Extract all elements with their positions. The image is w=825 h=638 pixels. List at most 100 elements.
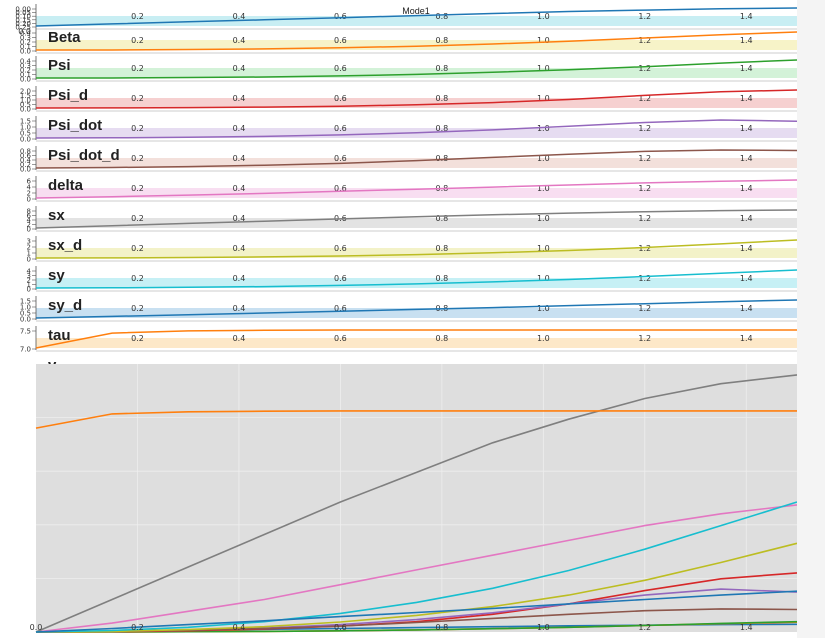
x-tick-label: 0.2 [131,244,144,253]
mode-label: Mode1 [402,6,430,16]
series-line-sy_d [35,299,798,319]
y-tick-label: 3 [27,272,31,280]
strip-label-sy: sy [48,267,65,284]
y-tick-label: 6 [27,212,32,220]
x-tick-label: 0.4 [233,274,246,283]
combined-line-sx [35,374,798,633]
series-line-Beta [36,31,798,51]
y-tick-label: 1 [27,281,31,289]
strip-label-sx_d: sx_d [48,237,82,254]
y-tick-label: 0.0 [20,48,31,56]
y-tick-label: 0.2 [20,39,31,47]
x-tick-label: 0.2 [131,94,144,103]
x-tick-label: 0.4 [233,64,246,73]
y-tick-label: 2 [27,221,31,229]
y-tick-label: 0.20 [15,20,31,28]
y-tick-label: 0.25 [15,24,31,32]
strip-band [36,16,797,26]
y-tick-label: 3 [27,238,31,246]
x-tick-label: 1.4 [740,214,753,223]
combined-line-sy [35,501,798,633]
x-tick-label: 1.4 [740,184,753,193]
strip-band [36,188,797,198]
strip-first: 0.250.200.150.100.050.00 0.2 0.4 0.6 0.8 1.0 1… [15,4,798,32]
y-tick-label: 0.1 [20,43,31,51]
x-tick-label: 0.6 [334,36,347,45]
y-tick-label: 0.3 [20,34,31,42]
x-tick-label: 0.2 [131,154,144,163]
x-tick-label: 0.4 [233,304,246,313]
x-tick-label: 0.8 [435,244,448,253]
strip-band [36,338,797,348]
x-tick-label: 1.2 [638,124,651,133]
y-tick-label: 0.4 [20,157,32,165]
strip-label-Psi_dot_d: Psi_dot_d [48,147,120,164]
series-line-first [35,7,798,27]
x-tick-label: 0.6 [334,64,347,73]
x-tick-label: 0.8 [435,154,448,163]
x-tick-label: 0.6 [334,154,347,163]
y-tick-label: 0.5 [20,101,31,109]
y-tick-label: 0.6 [20,152,32,160]
x-tick-label: 1.4 [740,12,753,21]
x-tick-label: 0.6 [334,124,347,133]
series-line-Psi_d [35,89,798,109]
strip-band [36,218,797,228]
strip-band [36,278,797,288]
strip-label-Psi_d: Psi_d [48,87,88,104]
strip-label-tau: tau [48,327,71,344]
x-tick-label: 0.8 [435,12,448,21]
y-tick-label: 6 [27,178,32,186]
x-tick-label: 0.8 [435,94,448,103]
right-margin [797,0,825,638]
y-tick-label: 0.4 [20,30,32,38]
x-tick-label-bottom: 0.8 [435,623,448,632]
combined-line-sx_d [35,542,798,633]
x-tick-label: 0.4 [233,94,246,103]
x-tick-label: 1.2 [638,214,651,223]
x-tick-label: 0.8 [435,124,448,133]
x-tick-label: 1.4 [740,334,753,343]
x-tick-label: 1.4 [740,244,753,253]
x-tick-label: 1.0 [537,124,550,133]
x-tick-label: 0.6 [334,304,347,313]
series-line-Psi [36,59,798,79]
strip-sy_d: 0.00.51.01.50.2 0.4 0.6 0.8 1.0 1.2 1.4sy_d [20,296,798,324]
y-tick-label: 8 [27,208,31,216]
x-tick-label-bottom: 0.6 [334,623,347,632]
y-tick-label: 4 [27,217,32,225]
x-tick-label: 0.4 [233,36,246,45]
y-tick-label: 0 [27,256,31,264]
x-tick-label: 0.2 [131,36,144,45]
x-tick-label: 0.6 [334,274,347,283]
x-tick-label: 0.2 [131,12,144,21]
x-tick-label: 1.2 [638,184,651,193]
x-tick-label: 1.0 [537,64,550,73]
x-tick-label: 1.0 [537,304,550,313]
x-tick-label: 1.2 [638,274,651,283]
x-tick-label: 0.4 [233,124,246,133]
y-tick-label: 2 [27,244,31,252]
y-tick-label: 1.0 [20,124,31,132]
x-tick-label: 1.0 [537,244,550,253]
strip-Psi_dot_d: 0.00.20.40.60.80.2 0.4 0.6 0.8 1.0 1.2 1.4Psi_… [20,146,798,174]
y-tick-label: 0.15 [15,16,31,24]
y-tick-label: 0.4 [20,58,32,66]
x-tick-label-bottom: 1.0 [537,623,550,632]
x-tick-label: 0.6 [334,94,347,103]
x-tick-label: 1.4 [740,94,753,103]
y-tick-label: 0.2 [20,67,31,75]
strip-label-Psi_dot: Psi_dot [48,117,102,134]
y-tick-label: 0.10 [15,13,31,21]
y-tick-label: 1.5 [20,92,31,100]
x-tick-label: 0.8 [435,64,448,73]
x-tick-label: 0.2 [131,184,144,193]
x-tick-label: 1.0 [537,274,550,283]
x-tick-label: 1.0 [537,94,550,103]
x-tick-label: 0.8 [435,214,448,223]
x-tick-label: 0.6 [334,184,347,193]
y-tick-label: 4 [27,184,32,192]
